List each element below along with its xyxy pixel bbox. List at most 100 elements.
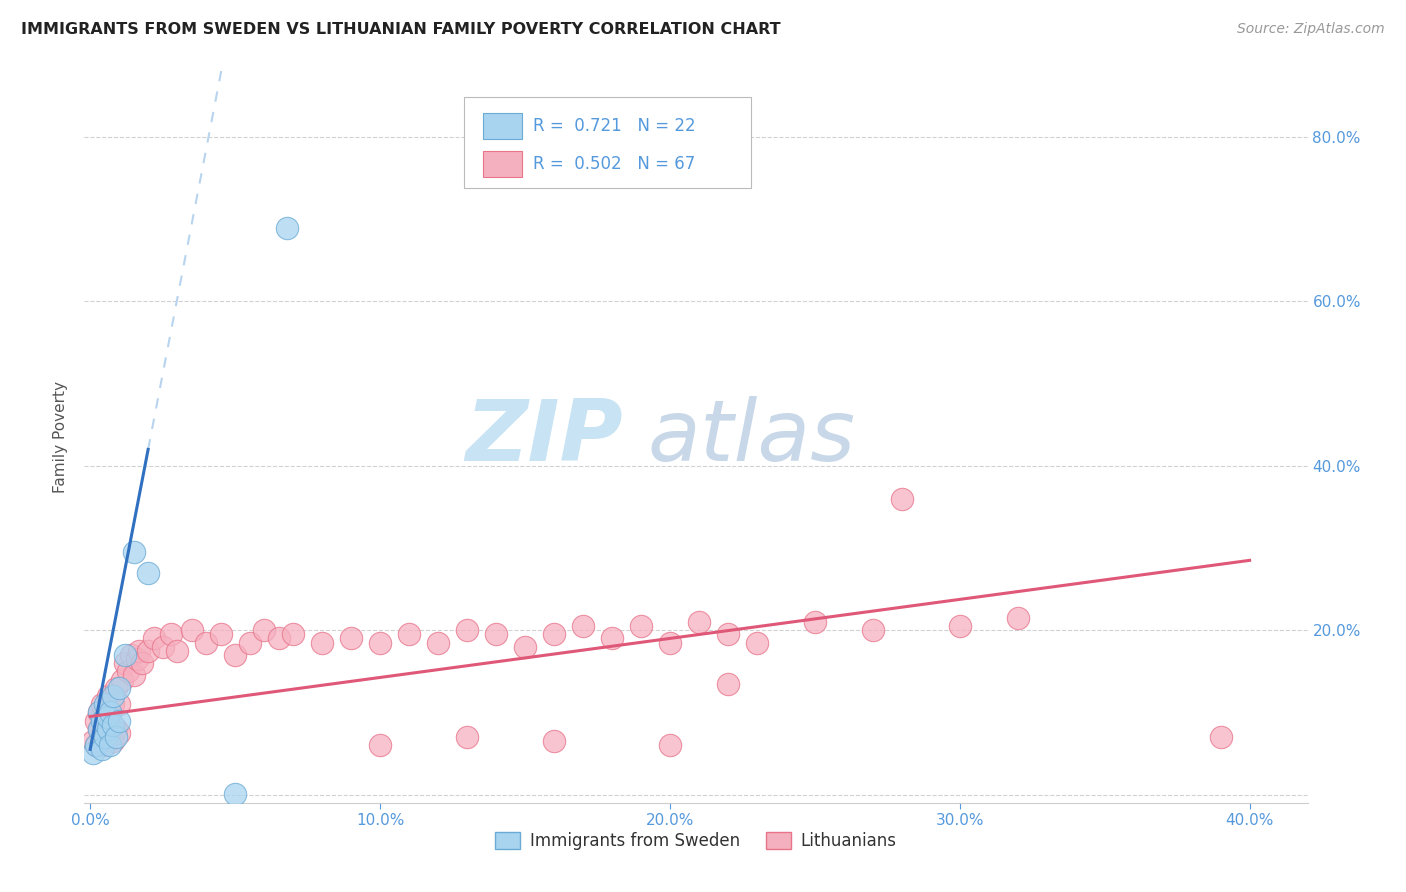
Point bbox=[804, 615, 827, 629]
Text: Source: ZipAtlas.com: Source: ZipAtlas.com bbox=[1237, 22, 1385, 37]
Point bbox=[745, 635, 768, 649]
Y-axis label: Family Poverty: Family Poverty bbox=[53, 381, 69, 493]
Point bbox=[717, 676, 740, 690]
Point bbox=[82, 734, 104, 748]
Point bbox=[368, 739, 391, 753]
Point bbox=[105, 681, 128, 695]
Point bbox=[224, 787, 246, 801]
Point bbox=[111, 673, 134, 687]
Point bbox=[180, 624, 202, 638]
Point bbox=[136, 566, 159, 580]
Legend: Immigrants from Sweden, Lithuanians: Immigrants from Sweden, Lithuanians bbox=[489, 825, 903, 856]
Point bbox=[890, 491, 912, 506]
Point bbox=[105, 722, 128, 736]
Point bbox=[84, 714, 107, 728]
Point bbox=[103, 734, 125, 748]
Point bbox=[96, 709, 118, 723]
Point bbox=[281, 627, 304, 641]
Point bbox=[93, 739, 115, 753]
Text: ZIP: ZIP bbox=[465, 395, 623, 479]
Point bbox=[100, 739, 122, 753]
Point bbox=[93, 709, 115, 723]
Point bbox=[862, 624, 884, 638]
Point bbox=[108, 681, 131, 695]
Point bbox=[84, 739, 107, 753]
Point bbox=[82, 747, 104, 761]
Point bbox=[100, 706, 122, 720]
Text: R =  0.502   N = 67: R = 0.502 N = 67 bbox=[533, 155, 696, 173]
Text: IMMIGRANTS FROM SWEDEN VS LITHUANIAN FAMILY POVERTY CORRELATION CHART: IMMIGRANTS FROM SWEDEN VS LITHUANIAN FAM… bbox=[21, 22, 780, 37]
Point bbox=[209, 627, 232, 641]
Point bbox=[630, 619, 652, 633]
Point bbox=[122, 545, 145, 559]
Point bbox=[96, 722, 118, 736]
Point bbox=[117, 665, 139, 679]
Point bbox=[456, 730, 478, 744]
Point bbox=[122, 668, 145, 682]
Point bbox=[87, 706, 110, 720]
Point bbox=[131, 656, 153, 670]
Point bbox=[108, 726, 131, 740]
Point bbox=[87, 706, 110, 720]
Point bbox=[114, 648, 136, 662]
Point bbox=[543, 734, 565, 748]
Point bbox=[90, 742, 112, 756]
Point bbox=[543, 627, 565, 641]
Point bbox=[456, 624, 478, 638]
FancyBboxPatch shape bbox=[484, 151, 522, 177]
Point bbox=[90, 730, 112, 744]
Point bbox=[87, 722, 110, 736]
Point bbox=[1007, 611, 1029, 625]
Point bbox=[658, 739, 681, 753]
Point bbox=[152, 640, 174, 654]
Point bbox=[276, 220, 298, 235]
Point bbox=[398, 627, 420, 641]
Point bbox=[90, 714, 112, 728]
Point bbox=[166, 644, 188, 658]
Point bbox=[96, 722, 118, 736]
Point bbox=[103, 697, 125, 711]
FancyBboxPatch shape bbox=[464, 97, 751, 188]
Point bbox=[311, 635, 333, 649]
Point bbox=[949, 619, 972, 633]
Point bbox=[87, 722, 110, 736]
Point bbox=[572, 619, 595, 633]
Point bbox=[103, 717, 125, 731]
Point bbox=[108, 697, 131, 711]
Point bbox=[688, 615, 710, 629]
Point bbox=[368, 635, 391, 649]
Point bbox=[100, 706, 122, 720]
Point bbox=[93, 697, 115, 711]
Point bbox=[160, 627, 183, 641]
FancyBboxPatch shape bbox=[484, 113, 522, 138]
Point bbox=[658, 635, 681, 649]
Point bbox=[90, 697, 112, 711]
Point bbox=[427, 635, 450, 649]
Point bbox=[128, 644, 150, 658]
Point bbox=[253, 624, 276, 638]
Text: R =  0.721   N = 22: R = 0.721 N = 22 bbox=[533, 117, 696, 135]
Point bbox=[125, 652, 148, 666]
Point bbox=[93, 730, 115, 744]
Point bbox=[96, 689, 118, 703]
Point bbox=[267, 632, 290, 646]
Point bbox=[224, 648, 246, 662]
Point bbox=[103, 689, 125, 703]
Point bbox=[120, 648, 142, 662]
Point bbox=[513, 640, 536, 654]
Text: atlas: atlas bbox=[647, 395, 855, 479]
Point bbox=[1209, 730, 1232, 744]
Point bbox=[84, 739, 107, 753]
Point bbox=[600, 632, 623, 646]
Point bbox=[485, 627, 508, 641]
Point bbox=[105, 730, 128, 744]
Point bbox=[239, 635, 262, 649]
Point bbox=[142, 632, 165, 646]
Point bbox=[136, 644, 159, 658]
Point bbox=[717, 627, 740, 641]
Point bbox=[108, 714, 131, 728]
Point bbox=[100, 730, 122, 744]
Point bbox=[114, 656, 136, 670]
Point bbox=[340, 632, 363, 646]
Point bbox=[195, 635, 218, 649]
